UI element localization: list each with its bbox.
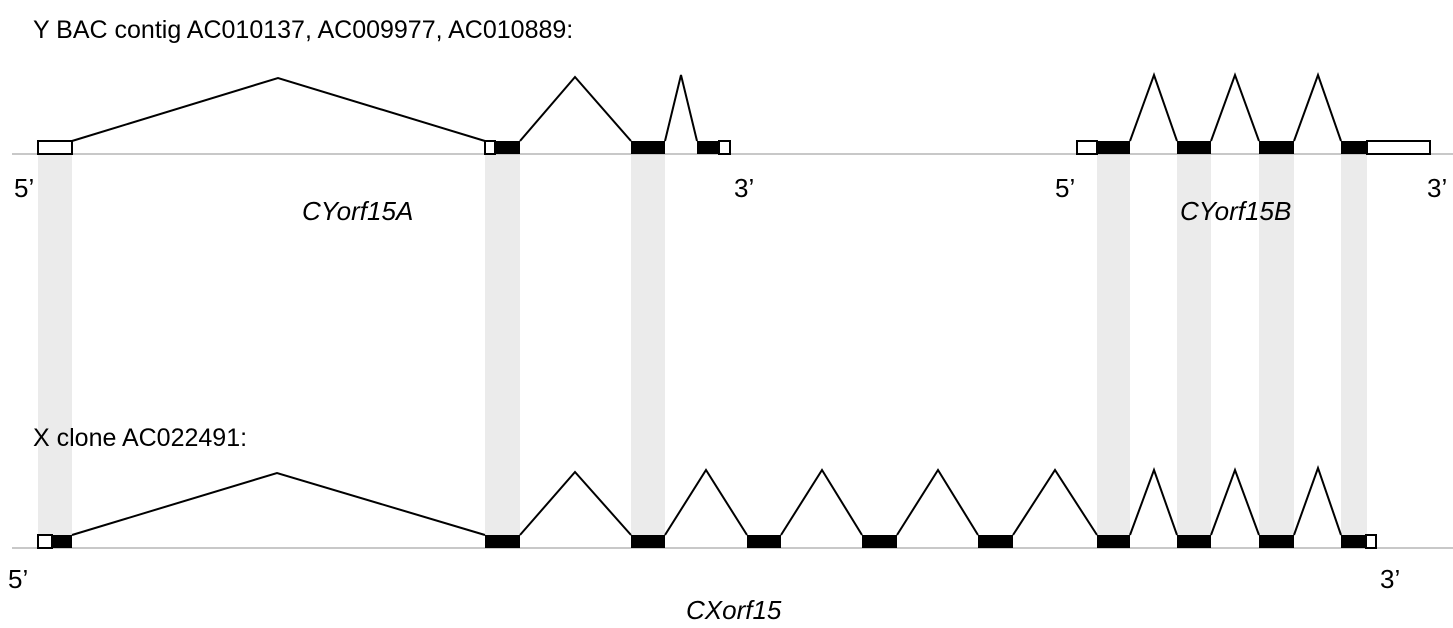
coding-exon [1259, 535, 1294, 548]
alignment-band [631, 154, 665, 548]
cxorf15-gene-name: CXorf15 [686, 595, 782, 625]
cyorf15a-five-prime: 5’ [14, 173, 34, 203]
cyorf15b-five-prime: 5’ [1055, 173, 1075, 203]
y-track [37, 72, 1431, 155]
coding-exon [862, 535, 897, 548]
cyorf15a-gene-name: CYorf15A [302, 196, 413, 226]
cyorf15a-exons [37, 140, 731, 155]
x-track-header: X clone AC022491: [33, 424, 247, 452]
cyorf15a-three-prime: 3’ [734, 173, 754, 203]
coding-exon [1259, 141, 1294, 154]
intron [519, 470, 632, 536]
intron [1293, 464, 1342, 536]
x-introns [71, 464, 1342, 536]
coding-exon [495, 141, 520, 154]
x-track [37, 464, 1377, 549]
alignment-band [1097, 154, 1130, 548]
alignment-bands [38, 154, 1367, 548]
coding-exon [1097, 141, 1130, 154]
alignment-band [1177, 154, 1211, 548]
utr-exon [1365, 534, 1377, 549]
utr-exon [37, 140, 73, 155]
coding-exon [485, 535, 520, 548]
cxorf15-three-prime: 3’ [1380, 564, 1400, 594]
cyorf15b-gene-name: CYorf15B [1180, 196, 1291, 226]
coding-exon [747, 535, 781, 548]
coding-exon [1341, 141, 1367, 154]
coding-exon [1341, 535, 1366, 548]
intron [780, 468, 863, 536]
utr-exon [1366, 140, 1431, 155]
intron [1210, 72, 1260, 142]
cxorf15-exons [37, 534, 1377, 549]
coding-exon [52, 535, 72, 548]
alignment-band [38, 154, 72, 548]
utr-exon [1076, 140, 1098, 155]
utr-exon [37, 534, 53, 549]
intron [1129, 72, 1178, 142]
intron [664, 74, 698, 142]
intron [1129, 467, 1178, 536]
intron [896, 468, 979, 536]
coding-exon [631, 141, 665, 154]
alignment-band [1259, 154, 1294, 548]
y-track-header: Y BAC contig AC010137, AC009977, AC01088… [33, 16, 573, 44]
cyorf15b-exons [1076, 140, 1431, 155]
cyorf15b-three-prime: 3’ [1427, 173, 1447, 203]
coding-exon [1177, 141, 1211, 154]
alignment-band [485, 154, 520, 548]
intron [664, 468, 748, 536]
coding-exon [697, 141, 719, 154]
coding-exon [1177, 535, 1211, 548]
intron [519, 75, 632, 142]
intron [71, 76, 486, 142]
coding-exon [631, 535, 665, 548]
intron [1293, 72, 1342, 142]
y-introns [71, 72, 1342, 142]
utr-exon [484, 140, 496, 155]
alignment-band [1341, 154, 1367, 548]
utr-exon [718, 140, 731, 155]
coding-exon [978, 535, 1013, 548]
intron [1210, 467, 1260, 536]
intron [1012, 468, 1098, 536]
intron [71, 471, 486, 536]
cxorf15-five-prime: 5’ [8, 564, 28, 594]
coding-exon [1097, 535, 1130, 548]
